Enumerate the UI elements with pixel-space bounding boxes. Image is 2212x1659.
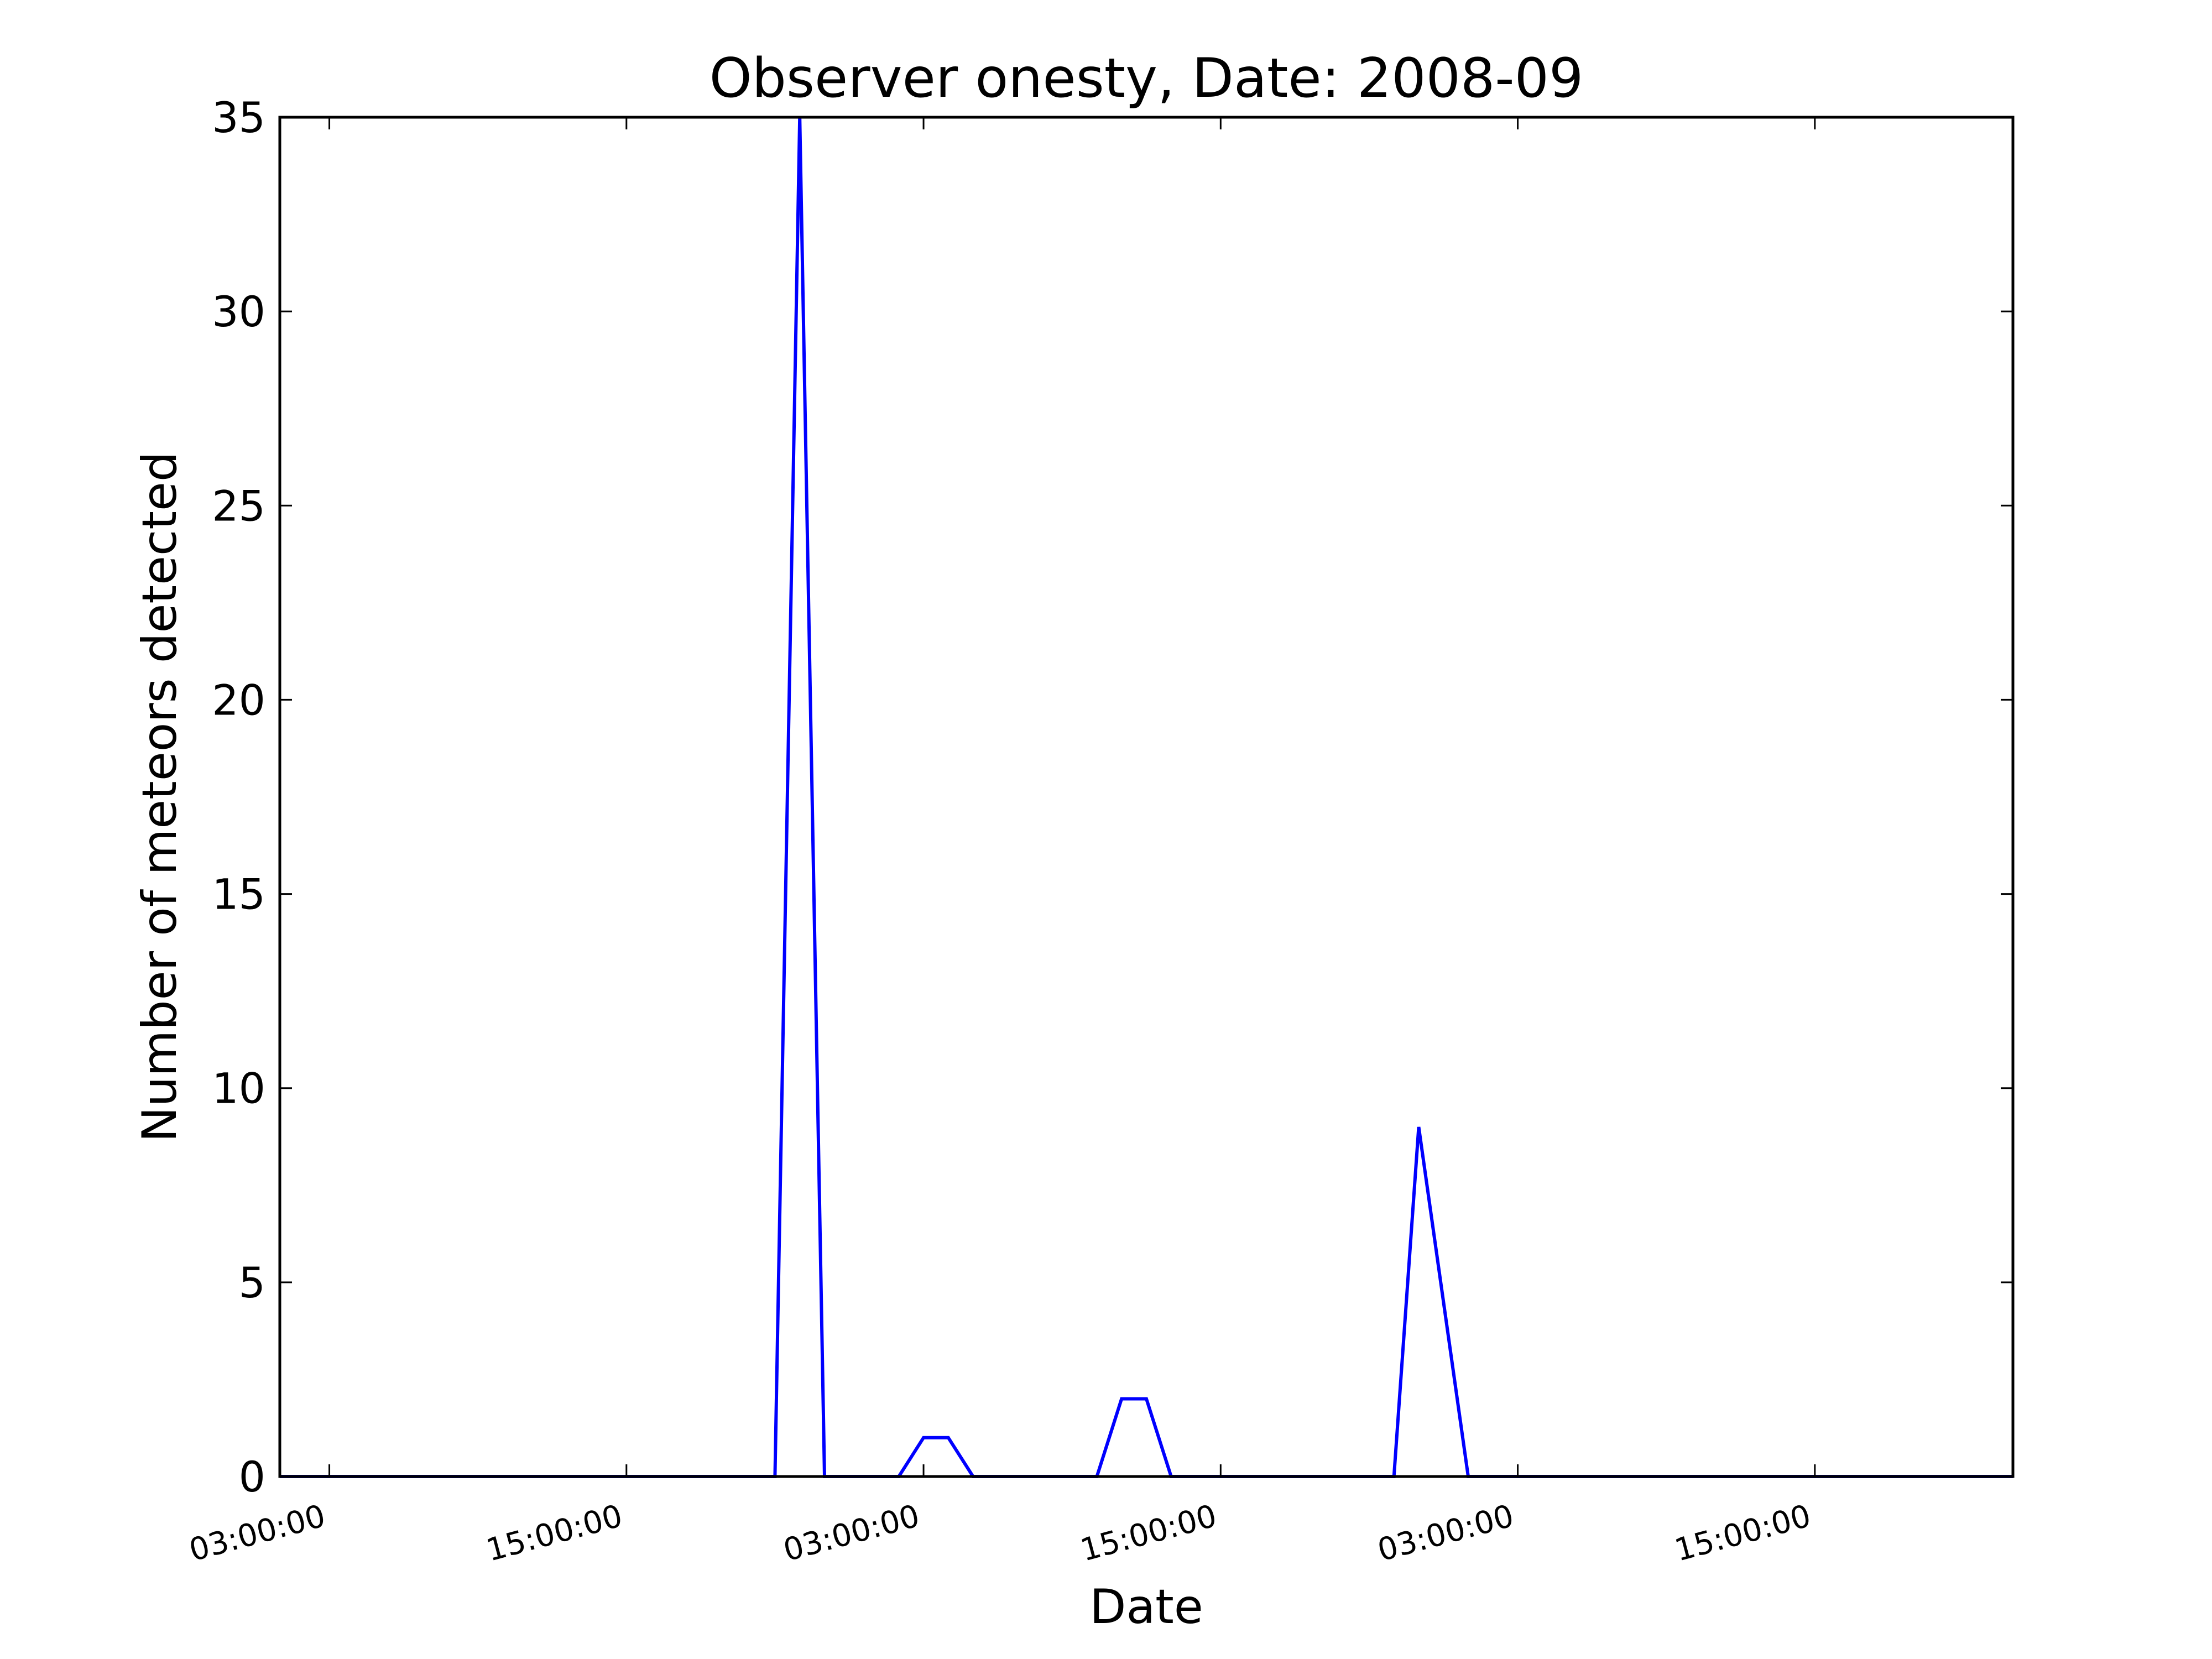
plot-frame [278,116,2015,1478]
x-tick-label: 03:00:00 [1374,1498,1517,1569]
y-tick-label: 35 [212,93,265,142]
y-tick-label: 15 [212,870,265,919]
y-tick-label: 10 [212,1064,265,1113]
y-tick-label: 20 [212,675,265,724]
x-tick-label: 15:00:00 [483,1498,627,1569]
x-tick-label: 15:00:00 [1077,1498,1220,1569]
y-tick-label: 30 [212,287,265,336]
x-axis-label: Date [1089,1579,1203,1635]
x-tick-label: 15:00:00 [1671,1498,1815,1569]
y-ticks: 0 5 10 15 20 25 30 35 [212,93,2013,1501]
y-tick-label: 0 [239,1452,265,1501]
y-tick-label: 25 [212,481,265,530]
y-tick-label: 5 [239,1258,265,1307]
x-tick-label: 03:00:00 [780,1498,924,1569]
chart-title: Observer onesty, Date: 2008-09 [709,47,1584,110]
x-tick-label: 03:00:00 [185,1498,329,1569]
plot-background [280,117,2013,1477]
y-axis-label: Number of meteors detected [132,451,187,1142]
